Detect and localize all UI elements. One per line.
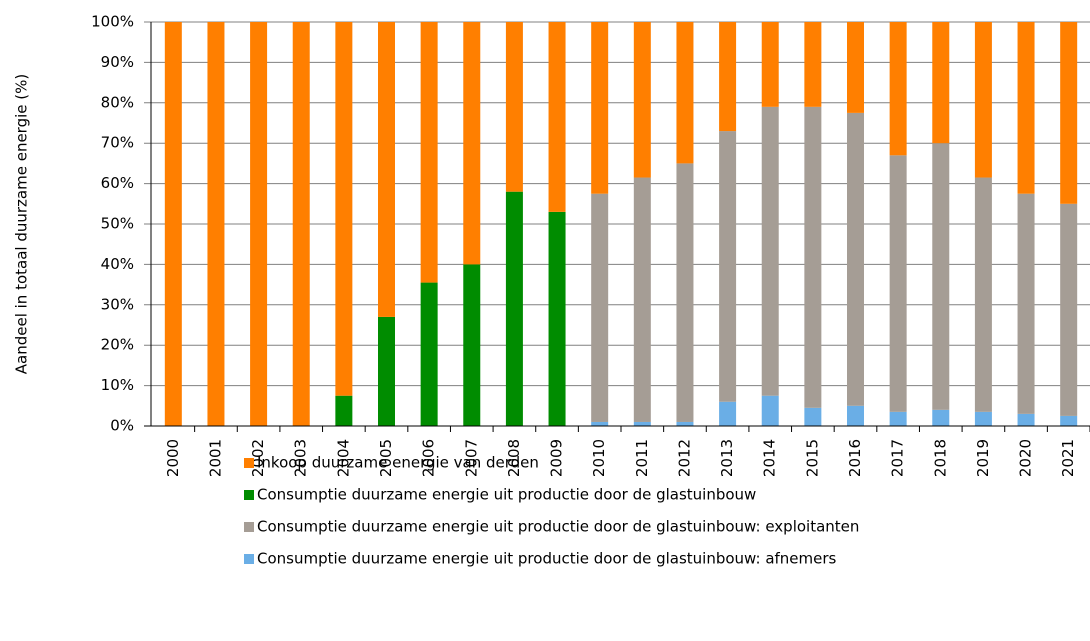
bar-segment — [974, 22, 992, 178]
bar-segment — [804, 106, 822, 408]
x-tick-label: 2020 — [1017, 439, 1035, 477]
bar-segment — [548, 22, 566, 212]
bar-segment — [719, 22, 737, 132]
bar-segment — [335, 22, 353, 396]
bar-segment — [889, 22, 907, 156]
bar-segment — [974, 177, 992, 412]
legend-swatch — [244, 554, 254, 564]
x-tick-label: 2011 — [633, 439, 651, 477]
bar-segment — [932, 143, 950, 410]
bar-segment — [378, 22, 395, 317]
bar-segment — [207, 22, 225, 426]
x-tick-label: 2019 — [974, 439, 992, 477]
x-tick-label: 2003 — [292, 439, 310, 477]
bar-segment — [761, 22, 779, 107]
y-tick-label: 30% — [101, 295, 134, 313]
bar-segment — [847, 22, 864, 113]
y-axis-label: Aandeel in totaal duurzame energie (%) — [13, 74, 31, 374]
x-tick-label: 2010 — [590, 439, 608, 477]
bar-segment — [1060, 22, 1078, 204]
bar-segment — [463, 22, 481, 265]
bar-segment — [719, 401, 737, 426]
bar-segment — [889, 411, 907, 426]
x-tick-label: 2013 — [718, 439, 736, 477]
y-tick-label: 90% — [101, 53, 134, 71]
bar-segment — [1060, 415, 1078, 426]
bar-segment — [804, 22, 822, 107]
bar-segment — [548, 211, 566, 426]
bar-segment — [1060, 203, 1078, 416]
bar-segment — [378, 316, 395, 426]
y-tick-label: 20% — [101, 336, 134, 354]
x-tick-label: 2001 — [206, 439, 224, 477]
x-tick-label: 2017 — [889, 439, 907, 477]
y-tick-label: 60% — [101, 174, 134, 192]
legend-swatch — [244, 490, 254, 500]
bar-segment — [932, 22, 950, 144]
legend-label: Inkoop duurzame energie van derden — [257, 454, 539, 472]
x-tick-label: 2008 — [505, 439, 523, 477]
bar-segment — [591, 22, 609, 194]
x-tick-label: 2012 — [675, 439, 693, 477]
bar-segment — [1017, 413, 1035, 426]
x-tick-label: 2009 — [548, 439, 566, 477]
bar-segment — [974, 411, 992, 426]
bar-segment — [292, 22, 310, 426]
bar-segment — [889, 155, 907, 412]
y-tick-label: 0% — [110, 417, 134, 435]
bar-segment — [761, 106, 779, 396]
x-tick-label: 2007 — [462, 439, 480, 477]
bar-segment — [847, 112, 864, 406]
bar-segment — [633, 421, 651, 426]
legend-label: Consumptie duurzame energie uit producti… — [257, 550, 837, 568]
bar-segment — [420, 22, 438, 283]
x-tick-label: 2018 — [931, 439, 949, 477]
bar-segment — [505, 22, 523, 192]
bar-segment — [804, 407, 822, 426]
y-tick-label: 100% — [91, 13, 134, 31]
x-tick-label: 2015 — [803, 439, 821, 477]
y-tick-label: 70% — [101, 134, 134, 152]
y-tick-label: 80% — [101, 93, 134, 111]
bar-segment — [932, 409, 950, 426]
y-tick-label: 10% — [101, 376, 134, 394]
x-tick-label: 2021 — [1059, 439, 1077, 477]
legend-swatch — [244, 522, 254, 532]
bar-segment — [591, 193, 609, 422]
bar-segment — [164, 22, 182, 426]
bar-segment — [676, 163, 694, 422]
bar-segment — [1017, 193, 1035, 414]
y-tick-label: 50% — [101, 215, 134, 233]
legend-label: Consumptie duurzame energie uit producti… — [257, 518, 859, 536]
x-tick-label: 2016 — [846, 439, 864, 477]
x-tick-label: 2006 — [420, 439, 438, 477]
bar-segment — [335, 395, 353, 426]
x-tick-label: 2014 — [761, 439, 779, 477]
x-tick-label: 2004 — [334, 439, 352, 477]
bar-segment — [250, 22, 268, 426]
bar-segment — [676, 421, 694, 426]
y-tick-label: 40% — [101, 255, 134, 273]
bar-segment — [463, 264, 481, 426]
bar-segment — [420, 282, 438, 426]
bar-segment — [633, 177, 651, 422]
x-tick-label: 2005 — [377, 439, 395, 477]
legend-label: Consumptie duurzame energie uit producti… — [257, 486, 756, 504]
legend-swatch — [244, 458, 254, 468]
x-tick-label: 2000 — [164, 439, 182, 477]
bar-segment — [1017, 22, 1035, 194]
bar-segment — [633, 22, 651, 178]
bar-segment — [761, 395, 779, 426]
bar-segment — [676, 22, 694, 164]
bar-segment — [719, 131, 737, 402]
bar-segment — [847, 405, 864, 426]
bar-segment — [591, 421, 609, 426]
bar-segment — [505, 191, 523, 426]
